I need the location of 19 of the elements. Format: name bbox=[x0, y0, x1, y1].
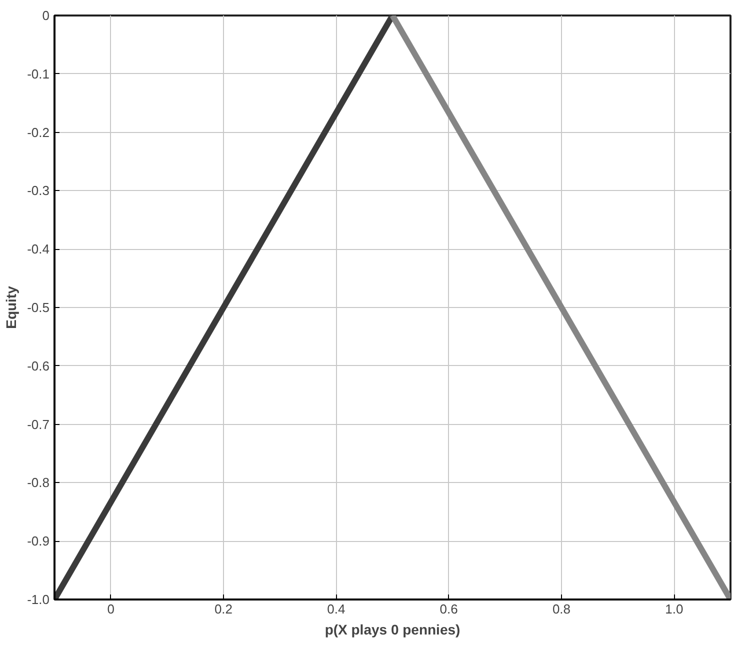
y-tick-label: -0.5 bbox=[27, 300, 50, 315]
y-tick-label: -0.2 bbox=[27, 124, 50, 140]
y-axis-title: Equity bbox=[3, 286, 20, 329]
y-tick-label: -0.8 bbox=[27, 475, 50, 490]
y-tick-label: -0.3 bbox=[27, 183, 50, 198]
y-tick-label: -1.0 bbox=[27, 592, 50, 607]
y-tick-label: -0.9 bbox=[27, 534, 50, 549]
y-tick-label: -0.4 bbox=[27, 242, 50, 257]
x-tick-label: 0.6 bbox=[440, 602, 458, 616]
x-tick-label: 0 bbox=[107, 602, 114, 616]
x-tick-label: 1.0 bbox=[665, 602, 684, 616]
x-tick-label: 0.2 bbox=[214, 602, 233, 616]
y-tick-label: -0.1 bbox=[27, 66, 50, 82]
x-axis-title: p(X plays 0 pennies) bbox=[324, 622, 460, 638]
x-tick-label: 0.8 bbox=[552, 602, 571, 616]
y-tick-label: -0.7 bbox=[27, 416, 50, 432]
y-tick-label: -0.6 bbox=[27, 358, 50, 374]
x-tick-label: 0.4 bbox=[327, 602, 346, 616]
y-tick-label: 0 bbox=[42, 8, 50, 23]
